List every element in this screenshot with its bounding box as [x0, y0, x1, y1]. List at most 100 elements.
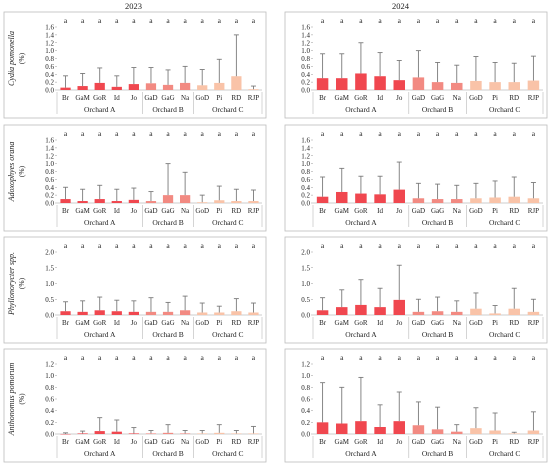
panel-2024-0-bar-RD [508, 82, 520, 90]
panel-2024-0-ytick-label: 0.2 [301, 79, 310, 87]
panel-2023-1-xtick-Pi: Pi [216, 207, 222, 215]
panel-2023-0-xtick-GaG: GaG [161, 94, 174, 102]
panel-2023-0-significance-Na: a [183, 16, 187, 25]
panel-2023-2-ytick-label: 0.0 [45, 312, 54, 320]
panel-2023-2-group-label-3: Orchard C [212, 330, 243, 339]
panel-2024-1-significance-Id: a [378, 129, 382, 138]
panel-2023-2-bar-GaM [77, 311, 88, 315]
panel-2024-3-ytick-label: 0.6 [301, 396, 310, 404]
panel-2023-3-xtick-GaD: GaD [144, 438, 157, 446]
panel-2024-3-significance-GaD: a [417, 353, 421, 362]
panel-2023-2-bar-Br [60, 311, 71, 315]
panel-2023-3-bar-GaG [162, 432, 174, 434]
panel-2024-3-bar-GaM [336, 423, 348, 434]
panel-2024-1-xtick-GoR: GoR [354, 207, 368, 215]
panel-2024-0-xtick-Id: Id [377, 94, 383, 102]
panel-2023-2-xtick-GaM: GaM [75, 319, 90, 327]
panel-2024-0-significance-GoR: a [359, 16, 363, 25]
panel-2024-0-ytick-label: 0.6 [301, 63, 310, 71]
panel-2023-3-frame [3, 348, 267, 463]
panel-2024-1-bar-Br [316, 196, 329, 203]
panel-2023-0-bar-Id [111, 86, 122, 90]
panel-2024-3-significance-RD: a [513, 353, 517, 362]
panel-2023-1-significance-GaD: a [149, 129, 153, 138]
panel-2024-2-xtick-Jo: Jo [396, 319, 403, 327]
panel-2023-2-ytick-label: 1.5 [45, 264, 54, 272]
panel-2023-0-ytick-label: 0.6 [45, 63, 54, 71]
panel-2024-1-ytick-label: 1.6 [301, 137, 310, 145]
panel-2023-1-xtick-GoR: GoR [93, 207, 107, 215]
panel-2024-2-xtick-GaG: GaG [431, 319, 444, 327]
panel-2023-0-bar-RD [231, 76, 242, 90]
panel-2023-3-bar-GoR [94, 431, 105, 434]
panel-2023-0-significance-GoD: a [201, 16, 205, 25]
panel-2023-3-bar-GaM [77, 433, 88, 434]
panel-2023-0-ytick-label: 0.2 [45, 79, 54, 87]
panel-2023-3-xtick-GoR: GoR [93, 438, 107, 446]
panel-2023-1-frame [3, 124, 267, 232]
panel-2023-0-group-label-2: Orchard B [152, 105, 183, 114]
panel-2024-2-bar-GaG [431, 311, 444, 315]
panel-2024-1-group-label-2: Orchard B [422, 218, 453, 227]
panel-2024-1-group-label-1: Orchard A [345, 218, 377, 227]
panel-2024-2-bar-GaM [336, 307, 348, 315]
panel-2023-0-bar-GoR [94, 82, 105, 90]
panel-2024-0-significance-RJP: a [532, 16, 536, 25]
panel-2024-0-bar-Na [451, 82, 463, 90]
panel-2024-0-xtick-Jo: Jo [396, 94, 403, 102]
panel-2023-0-significance-Br: a [64, 16, 68, 25]
panel-2023-1-ytick-label: 1.4 [45, 144, 54, 152]
panel-2024-0-bar-RJP [527, 80, 540, 90]
panel-2023-2-ylabel: Phyllonorycter spp. [7, 252, 16, 316]
panel-2024-1-xtick-Jo: Jo [396, 207, 403, 215]
panel-2023-3-xtick-Pi: Pi [216, 438, 222, 446]
panel-2024-1-xtick-Id: Id [377, 207, 383, 215]
panel-2024-3-ytick-label: 0.8 [301, 384, 310, 392]
panel-2024-1-group-label-3: Orchard C [489, 218, 520, 227]
panel-2023-2-xtick-Pi: Pi [216, 319, 222, 327]
panel-2024-3-significance-Na: a [455, 353, 459, 362]
panel-2023-0-significance-GoR: a [98, 16, 102, 25]
panel-2024-2-xtick-GoD: GoD [469, 319, 483, 327]
panel-2024-0-significance-Pi: a [493, 16, 497, 25]
panel-2024-2-ytick-label: 2.0 [301, 249, 310, 257]
panel-2023-1-group-label-3: Orchard C [212, 218, 243, 227]
panel-2023-1-ytick-label: 1.2 [45, 152, 54, 160]
panel-2024-0-ytick-label: 1.4 [301, 31, 310, 39]
panel-2023-3-ytick-label: 0.2 [45, 419, 54, 427]
panel-2024-1-significance-Br: a [321, 129, 325, 138]
panel-2023-0-bar-GaG [162, 84, 174, 90]
panel-2023-0-significance-GaM: a [81, 16, 85, 25]
panel-2024-1-ytick-label: 0.0 [301, 200, 310, 208]
panel-2023-0-significance-Id: a [115, 16, 119, 25]
panel-2024-0-ytick-label: 1.0 [301, 47, 310, 55]
panel-2023-1-bar-RJP [248, 201, 259, 203]
panel-2023-3-significance-Id: a [115, 353, 119, 362]
panel-2023-3-bar-GaD [145, 433, 157, 434]
panel-2024-0-xtick-GoD: GoD [469, 94, 483, 102]
panel-2024-2-group-label-2: Orchard B [422, 330, 453, 339]
panel-2024-3-xtick-Br: Br [319, 438, 327, 446]
panel-2023-1-bar-GaG [162, 195, 174, 203]
panel-2024-0-bar-GoD [470, 80, 482, 90]
panel-2023-2-xtick-Id: Id [114, 319, 120, 327]
panel-2023-3-bar-Jo [128, 433, 139, 434]
panel-2024-3-bar-GaD [412, 425, 425, 434]
panel-2023-0-xtick-Na: Na [181, 94, 190, 102]
panel-2023-3-yunit: (%) [17, 393, 26, 405]
panel-2023-0-bar-Na [180, 82, 191, 90]
panel-2023-2-significance-GaG: a [166, 241, 170, 250]
panel-2024-1-bar-GaM [336, 191, 348, 203]
panel-2023-0-xtick-Id: Id [114, 94, 120, 102]
panel-2024-3-group-label-3: Orchard C [489, 449, 520, 458]
panel-2023-0-ytick-label: 1.0 [45, 47, 54, 55]
panel-2024-3-bar-Jo [393, 421, 405, 434]
panel-2023-0-xtick-Br: Br [62, 94, 70, 102]
panel-2023-1-significance-GoR: a [98, 129, 102, 138]
panel-2024-3-significance-GoD: a [474, 353, 478, 362]
panel-2024-3-xtick-RD: RD [509, 438, 519, 446]
panel-2024-0-significance-RD: a [513, 16, 517, 25]
panel-2023-1-xtick-GaG: GaG [161, 207, 174, 215]
panel-2023-0-bar-RJP [248, 89, 259, 90]
panel-2024-0-ytick-label: 0.0 [301, 87, 310, 95]
